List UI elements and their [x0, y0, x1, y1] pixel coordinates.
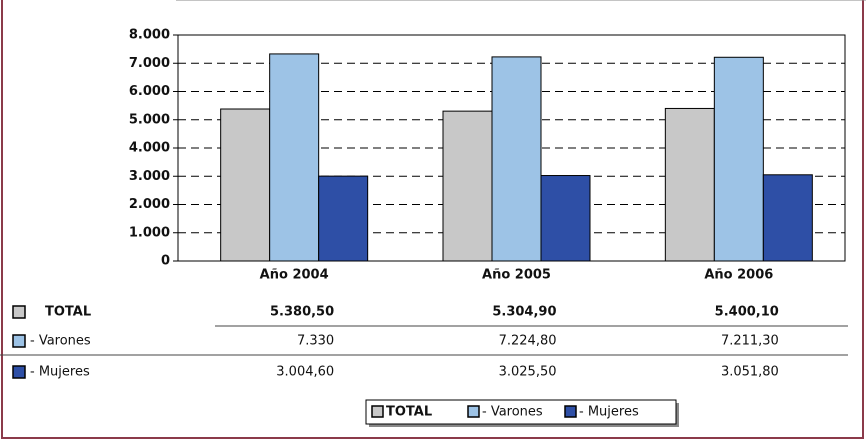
- x-tick-label: Año 2004: [260, 268, 329, 283]
- table-cell: 5.304,90: [492, 305, 556, 320]
- legend-box: [365, 399, 677, 425]
- y-tick-label: 0: [161, 254, 170, 269]
- table-swatch: [12, 365, 26, 379]
- legend-swatch: [564, 405, 577, 418]
- x-tick-label: Año 2006: [704, 268, 773, 283]
- bar: [220, 108, 271, 262]
- table-cell: 3.025,50: [499, 365, 557, 380]
- table-row-label: - Varones: [30, 334, 91, 349]
- y-tick-label: 5.000: [129, 112, 170, 127]
- table-row-label: TOTAL: [45, 305, 91, 320]
- y-tick-label: 1.000: [129, 225, 170, 240]
- y-tick-label: 4.000: [129, 141, 170, 156]
- table-cell: 7.330: [297, 334, 334, 349]
- y-tick-label: 3.000: [129, 169, 170, 184]
- bar: [762, 174, 813, 262]
- bar: [664, 107, 715, 262]
- bar: [442, 110, 493, 262]
- plot-border: [177, 34, 846, 262]
- table-cell: 3.051,80: [721, 365, 779, 380]
- bar: [491, 56, 542, 262]
- legend-swatch: [467, 405, 480, 418]
- y-tick-label: 7.000: [129, 56, 170, 71]
- legend-label: TOTAL: [386, 405, 432, 420]
- bar: [318, 175, 369, 262]
- table-swatch: [12, 305, 26, 319]
- y-tick-label: 6.000: [129, 84, 170, 99]
- table-cell: 7.211,30: [721, 334, 779, 349]
- table-cell: 7.224,80: [499, 334, 557, 349]
- y-tick-label: 2.000: [129, 197, 170, 212]
- bar: [713, 56, 764, 262]
- table-row-label: - Mujeres: [30, 365, 90, 380]
- table-swatch: [12, 334, 26, 348]
- bar: [540, 175, 591, 262]
- y-tick-label: 8.000: [129, 28, 170, 43]
- table-cell: 5.380,50: [270, 305, 334, 320]
- legend-swatch: [371, 405, 384, 418]
- legend-label: - Mujeres: [579, 405, 639, 420]
- legend-label: - Varones: [482, 405, 543, 420]
- x-tick-label: Año 2005: [482, 268, 551, 283]
- table-cell: 3.004,60: [276, 365, 334, 380]
- bar: [269, 53, 320, 262]
- table-cell: 5.400,10: [715, 305, 779, 320]
